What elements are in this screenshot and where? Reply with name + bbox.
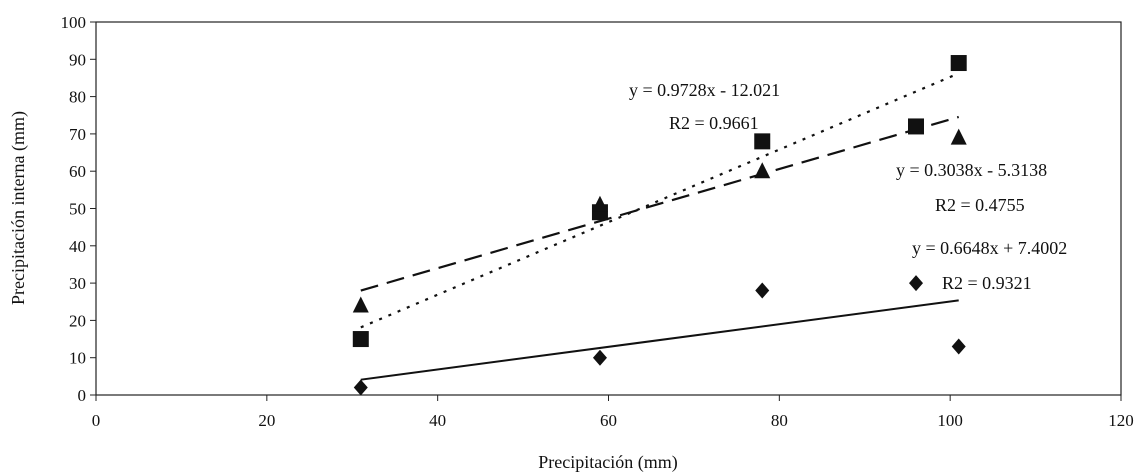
trendline-r2: R2 = 0.4755 (935, 195, 1025, 215)
y-tick-label: 90 (69, 50, 86, 69)
diamond-marker (951, 338, 966, 355)
trendline-r2: R2 = 0.9321 (942, 273, 1032, 293)
trendline-equation: y = 0.6648x + 7.4002 (912, 238, 1067, 258)
x-tick-label: 60 (600, 411, 617, 430)
trendline-r2: R2 = 0.9661 (669, 113, 759, 133)
y-tick-label: 100 (61, 13, 87, 32)
y-tick-label: 20 (69, 311, 86, 330)
triangle-marker (591, 195, 608, 212)
square-marker (908, 118, 924, 135)
x-tick-label: 40 (429, 411, 446, 430)
square-marker (754, 133, 771, 150)
trendline-solid (360, 299, 959, 381)
triangle-marker (950, 128, 967, 145)
y-axis-title: Precipitación interna (mm) (8, 111, 29, 305)
diamond-marker (909, 275, 923, 292)
x-tick-label: 20 (258, 411, 275, 430)
square-marker (950, 55, 967, 72)
y-tick-label: 30 (69, 274, 86, 293)
x-axis-title: Precipitación (mm) (538, 452, 677, 473)
trendline-equation: y = 0.3038x - 5.3138 (896, 160, 1047, 180)
x-tick-label: 80 (771, 411, 788, 430)
y-tick-label: 70 (69, 125, 86, 144)
square-marker (352, 331, 369, 348)
triangle-marker (754, 162, 771, 179)
diamond-marker (353, 379, 368, 396)
data-points (352, 55, 967, 396)
trendline-dotted (360, 72, 960, 329)
x-tick-label: 0 (92, 411, 101, 430)
y-tick-label: 60 (69, 162, 86, 181)
trendline-dashed (360, 115, 960, 292)
y-tick-label: 0 (78, 386, 87, 405)
diamond-marker (592, 349, 607, 366)
diamond-marker (755, 282, 770, 299)
trendline-equations: y = 0.9728x - 12.021 R2 = 0.9661 y = 0.303… (629, 80, 1067, 293)
x-tick-label: 120 (1108, 411, 1134, 430)
y-tick-label: 80 (69, 88, 86, 107)
trendlines (360, 72, 960, 381)
triangle-marker (352, 296, 369, 313)
x-axis: 0 20 40 60 80 100 120 (92, 395, 1134, 430)
y-tick-label: 40 (69, 237, 86, 256)
y-tick-label: 10 (69, 349, 86, 368)
x-tick-label: 100 (937, 411, 963, 430)
y-axis: 0 10 20 30 40 50 60 70 80 90 100 (61, 13, 96, 405)
trendline-equation: y = 0.9728x - 12.021 (629, 80, 780, 100)
y-tick-label: 50 (69, 200, 86, 219)
